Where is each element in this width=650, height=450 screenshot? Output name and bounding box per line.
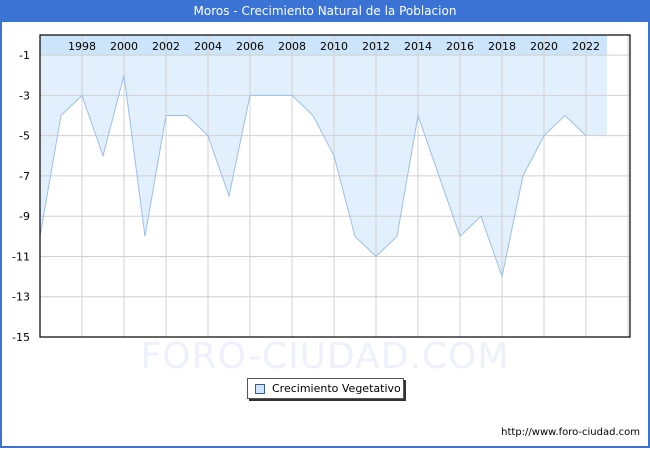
x-tick-label: 1998 [68, 40, 96, 53]
x-tick-label: 2000 [110, 40, 138, 53]
x-tick-label: 2012 [362, 40, 390, 53]
y-tick-label: -7 [19, 170, 30, 183]
y-tick-label: -3 [19, 89, 30, 102]
x-tick-label: 2010 [320, 40, 348, 53]
plot-border [39, 34, 631, 338]
area-fill [40, 55, 607, 277]
y-tick-label: -1 [19, 49, 30, 62]
watermark: FORO-CIUDAD.COM [140, 336, 510, 377]
x-tick-label: 2014 [404, 40, 432, 53]
source-url: http://www.foro-ciudad.com [501, 427, 640, 438]
x-tick-label: 2016 [446, 40, 474, 53]
x-tick-label: 2022 [572, 40, 600, 53]
y-tick-label: -11 [12, 250, 30, 263]
y-tick-label: -5 [19, 130, 30, 143]
data-line [39, 75, 587, 279]
y-tick-label: -15 [12, 331, 30, 344]
x-tick-label: 2006 [236, 40, 264, 53]
legend: Crecimiento Vegetativo [247, 378, 404, 399]
y-tick-label: -9 [19, 210, 30, 223]
x-tick-label: 2002 [152, 40, 180, 53]
x-tick-label: 2020 [530, 40, 558, 53]
legend-label: Crecimiento Vegetativo [272, 382, 401, 395]
x-tick-label: 2004 [194, 40, 222, 53]
y-tick-label: -13 [12, 291, 30, 304]
legend-swatch-icon [255, 384, 265, 394]
x-tick-label: 2018 [488, 40, 516, 53]
chart-title: Moros - Crecimiento Natural de la Poblac… [0, 0, 650, 22]
x-tick-label: 2008 [278, 40, 306, 53]
top-band [40, 35, 607, 56]
